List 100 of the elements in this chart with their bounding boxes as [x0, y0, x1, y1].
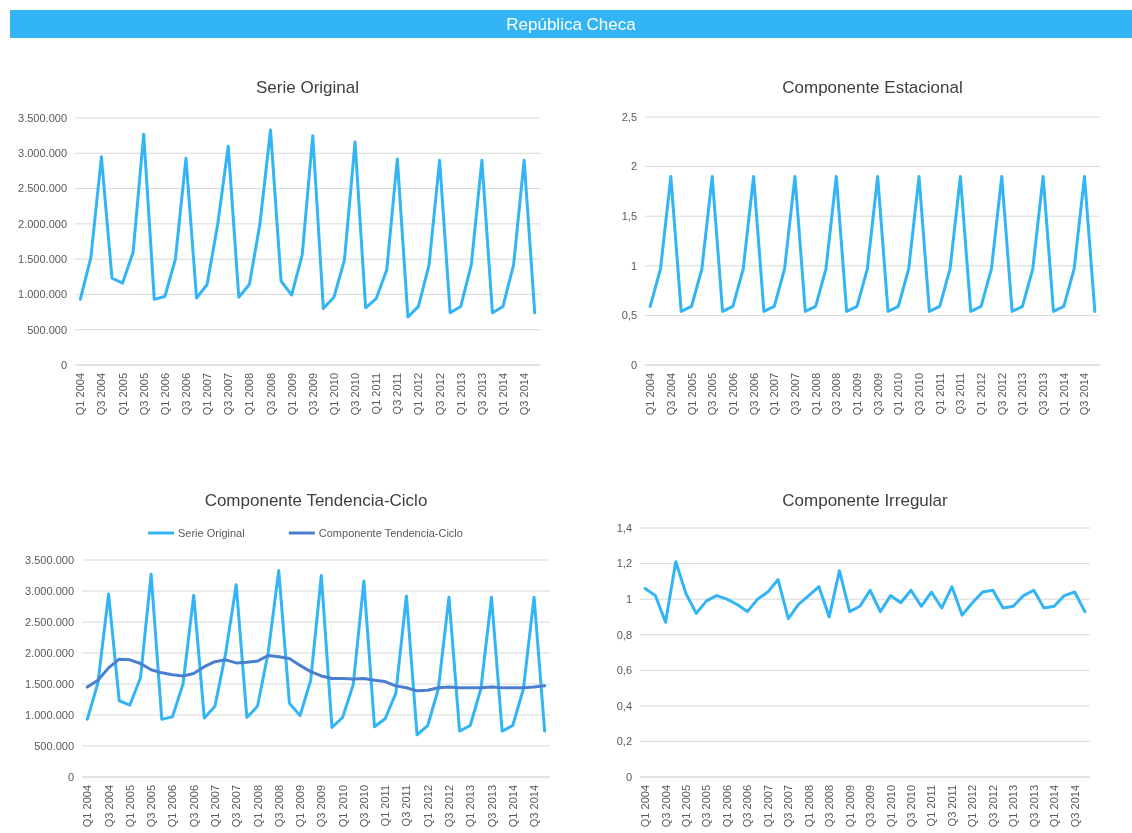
y-tick-label: 3.000.000: [25, 584, 74, 597]
x-tick-label: Q3 2008: [830, 373, 843, 416]
x-tick-label: Q1 2005: [116, 373, 129, 416]
x-tick-label: Q3 2006: [741, 785, 754, 828]
x-tick-label: Q1 2014: [1048, 785, 1061, 828]
x-tick-label: Q1 2006: [158, 373, 171, 416]
y-tick-label: 1,2: [616, 557, 632, 570]
legend-label: Componente Tendencia-Ciclo: [318, 526, 463, 539]
y-tick-label: 3.500.000: [25, 553, 74, 566]
y-tick-label: 2.000.000: [25, 646, 74, 659]
x-tick-label: Q1 2012: [412, 373, 425, 416]
x-tick-label: Q1 2010: [884, 785, 897, 828]
x-tick-label: Q1 2014: [506, 785, 519, 828]
y-tick-label: 2: [630, 160, 637, 173]
x-tick-label: Q3 2005: [137, 373, 150, 416]
x-tick-label: Q3 2005: [700, 785, 713, 828]
x-tick-label: Q3 2012: [986, 785, 999, 828]
y-tick-label: 2.000.000: [18, 217, 67, 230]
line-series: [85, 653, 547, 693]
x-tick-label: Q1 2012: [966, 785, 979, 828]
x-tick-label: Q3 2011: [391, 373, 404, 415]
x-tick-label: Q1 2010: [327, 373, 340, 416]
x-tick-label: Q3 2010: [349, 373, 362, 416]
y-tick-label: 0,4: [616, 699, 632, 712]
x-tick-label: Q1 2009: [843, 785, 856, 828]
y-tick-label: 0,8: [616, 628, 632, 641]
x-tick-label: Q1 2014: [1057, 373, 1070, 416]
x-tick-label: Q1 2006: [720, 785, 733, 828]
x-tick-label: Q3 2010: [913, 373, 926, 416]
x-tick-label: Q3 2004: [95, 373, 108, 416]
x-tick-label: Q3 2013: [485, 785, 498, 828]
x-tick-label: Q1 2011: [925, 785, 938, 827]
x-tick-label: Q1 2007: [761, 785, 774, 828]
x-tick-label: Q3 2009: [864, 785, 877, 828]
x-tick-label: Q1 2013: [1016, 373, 1029, 416]
x-tick-label: Q3 2006: [187, 785, 200, 828]
x-tick-label: Q1 2013: [1007, 785, 1020, 828]
x-tick-label: Q1 2008: [809, 373, 822, 416]
y-tick-label: 1.500.000: [18, 252, 67, 265]
x-tick-label: Q3 2014: [528, 785, 541, 828]
x-tick-label: Q3 2014: [518, 373, 531, 416]
x-tick-label: Q1 2008: [251, 785, 264, 828]
legend-label: Serie Original: [178, 526, 245, 539]
x-tick-label: Q3 2007: [222, 373, 235, 416]
x-tick-label: Q1 2010: [892, 373, 905, 416]
x-tick-label: Q1 2009: [285, 373, 298, 416]
chart-title: Componente Irregular: [782, 491, 949, 510]
x-tick-label: Q1 2007: [208, 785, 221, 828]
x-tick-label: Q3 2009: [306, 373, 319, 416]
x-tick-label: Q3 2004: [664, 373, 677, 416]
x-tick-label: Q1 2009: [294, 785, 307, 828]
x-tick-label: Q1 2011: [370, 373, 383, 415]
y-tick-label: 0,5: [621, 309, 637, 322]
x-tick-label: Q3 2009: [871, 373, 884, 416]
x-tick-label: Q1 2012: [975, 373, 988, 416]
x-tick-label: Q1 2004: [81, 785, 94, 828]
y-tick-label: 0,2: [616, 735, 632, 748]
x-tick-label: Q3 2012: [442, 785, 455, 828]
x-tick-label: Q3 2012: [433, 373, 446, 416]
x-tick-label: Q3 2012: [995, 373, 1008, 416]
y-tick-label: 1.000.000: [18, 288, 67, 301]
x-tick-label: Q3 2004: [659, 785, 672, 828]
x-tick-label: Q3 2004: [102, 785, 115, 828]
x-tick-label: Q1 2006: [166, 785, 179, 828]
x-tick-label: Q3 2008: [272, 785, 285, 828]
y-tick-label: 2.500.000: [25, 615, 74, 628]
x-tick-label: Q3 2011: [400, 785, 413, 827]
y-tick-label: 0: [625, 770, 632, 783]
x-tick-label: Q3 2009: [315, 785, 328, 828]
x-tick-label: Q3 2011: [945, 785, 958, 827]
y-tick-label: 1.000.000: [25, 708, 74, 721]
x-tick-label: Q1 2013: [454, 373, 467, 416]
x-tick-label: Q3 2007: [788, 373, 801, 416]
y-tick-label: 3.000.000: [18, 147, 67, 160]
chart-title: Componente Tendencia-Ciclo: [204, 491, 428, 510]
x-tick-label: Q3 2008: [264, 373, 277, 416]
x-tick-label: Q1 2013: [464, 785, 477, 828]
x-tick-label: Q1 2005: [123, 785, 136, 828]
x-tick-label: Q1 2008: [243, 373, 256, 416]
x-tick-label: Q1 2004: [644, 373, 657, 416]
line-series: [85, 569, 547, 737]
y-tick-label: 500.000: [27, 323, 67, 336]
x-tick-label: Q1 2005: [685, 373, 698, 416]
x-tick-label: Q3 2013: [1027, 785, 1040, 828]
x-tick-label: Q1 2009: [850, 373, 863, 416]
x-tick-label: Q3 2013: [1037, 373, 1050, 416]
x-tick-label: Q3 2014: [1068, 785, 1081, 828]
y-tick-label: 2,5: [621, 110, 637, 123]
chart-title: Componente Estacional: [782, 78, 963, 97]
x-tick-label: Q3 2007: [230, 785, 243, 828]
y-tick-label: 1,4: [616, 521, 632, 534]
x-tick-label: Q1 2006: [726, 373, 739, 416]
y-tick-label: 3.500.000: [18, 111, 67, 124]
x-tick-label: Q3 2011: [954, 373, 967, 415]
y-tick-label: 1.500.000: [25, 677, 74, 690]
line-series: [648, 175, 1097, 313]
x-tick-label: Q1 2011: [379, 785, 392, 827]
x-tick-label: Q1 2010: [336, 785, 349, 828]
x-tick-label: Q1 2004: [74, 373, 87, 416]
x-tick-label: Q3 2005: [706, 373, 719, 416]
